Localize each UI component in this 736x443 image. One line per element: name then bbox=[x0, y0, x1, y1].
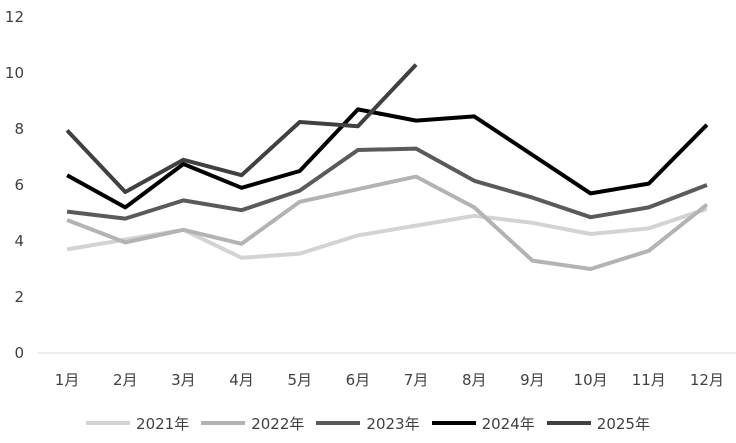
y-tick-label: 2 bbox=[14, 288, 24, 306]
x-tick-label: 11月 bbox=[632, 371, 666, 389]
legend-label: 2023年 bbox=[366, 414, 420, 433]
x-tick-label: 9月 bbox=[520, 371, 545, 389]
x-tick-label: 10月 bbox=[574, 371, 608, 389]
x-tick-label: 3月 bbox=[171, 371, 196, 389]
legend-item: 2023年 bbox=[316, 413, 420, 434]
y-axis-ticks: 0 2 4 6 8 10 12 bbox=[5, 8, 24, 362]
legend-item: 2021年 bbox=[86, 413, 189, 434]
legend-label: 2021年 bbox=[136, 414, 190, 433]
x-tick-label: 6月 bbox=[346, 371, 371, 389]
legend-swatch bbox=[546, 421, 591, 425]
x-tick-label: 8月 bbox=[462, 371, 487, 389]
x-axis-ticks: 1月 2月 3月 4月 5月 6月 7月 8月 9月 10月 11月 12月 bbox=[55, 371, 724, 389]
legend-item: 2022年 bbox=[201, 413, 304, 434]
x-tick-label: 7月 bbox=[404, 371, 429, 389]
x-tick-label: 12月 bbox=[690, 371, 724, 389]
series-line-2024年 bbox=[66, 107, 709, 210]
legend-label: 2022年 bbox=[251, 414, 305, 433]
legend-swatch bbox=[201, 421, 246, 425]
x-tick-label: 1月 bbox=[55, 371, 80, 389]
series-line-2023年 bbox=[66, 146, 708, 221]
series-lines bbox=[65, 63, 709, 271]
legend-item: 2024年 bbox=[431, 413, 535, 434]
y-tick-label: 8 bbox=[14, 120, 24, 138]
y-tick-label: 12 bbox=[5, 8, 24, 26]
series-line-2022年 bbox=[66, 174, 709, 271]
line-chart: 0 2 4 6 8 10 12 1月 2月 3月 4月 5月 6月 7月 8月 9月 10月 11月 12月 bbox=[5, 8, 736, 389]
legend-swatch bbox=[431, 421, 476, 425]
x-tick-label: 5月 bbox=[287, 371, 312, 389]
x-tick-label: 4月 bbox=[229, 371, 254, 389]
y-tick-label: 10 bbox=[5, 64, 24, 82]
legend-swatch bbox=[86, 421, 131, 425]
series-line-2025年 bbox=[65, 63, 418, 194]
legend-item: 2025年 bbox=[546, 413, 650, 434]
legend-label: 2024年 bbox=[481, 414, 535, 433]
y-tick-label: 6 bbox=[14, 176, 24, 194]
y-tick-label: 4 bbox=[14, 232, 24, 250]
x-tick-label: 2月 bbox=[113, 371, 138, 389]
y-tick-label: 0 bbox=[14, 344, 24, 362]
legend-swatch bbox=[316, 421, 361, 425]
chart-legend: 2021年 2022年 2023年 2024年 2025年 bbox=[0, 410, 736, 436]
legend-label: 2025年 bbox=[596, 414, 650, 433]
